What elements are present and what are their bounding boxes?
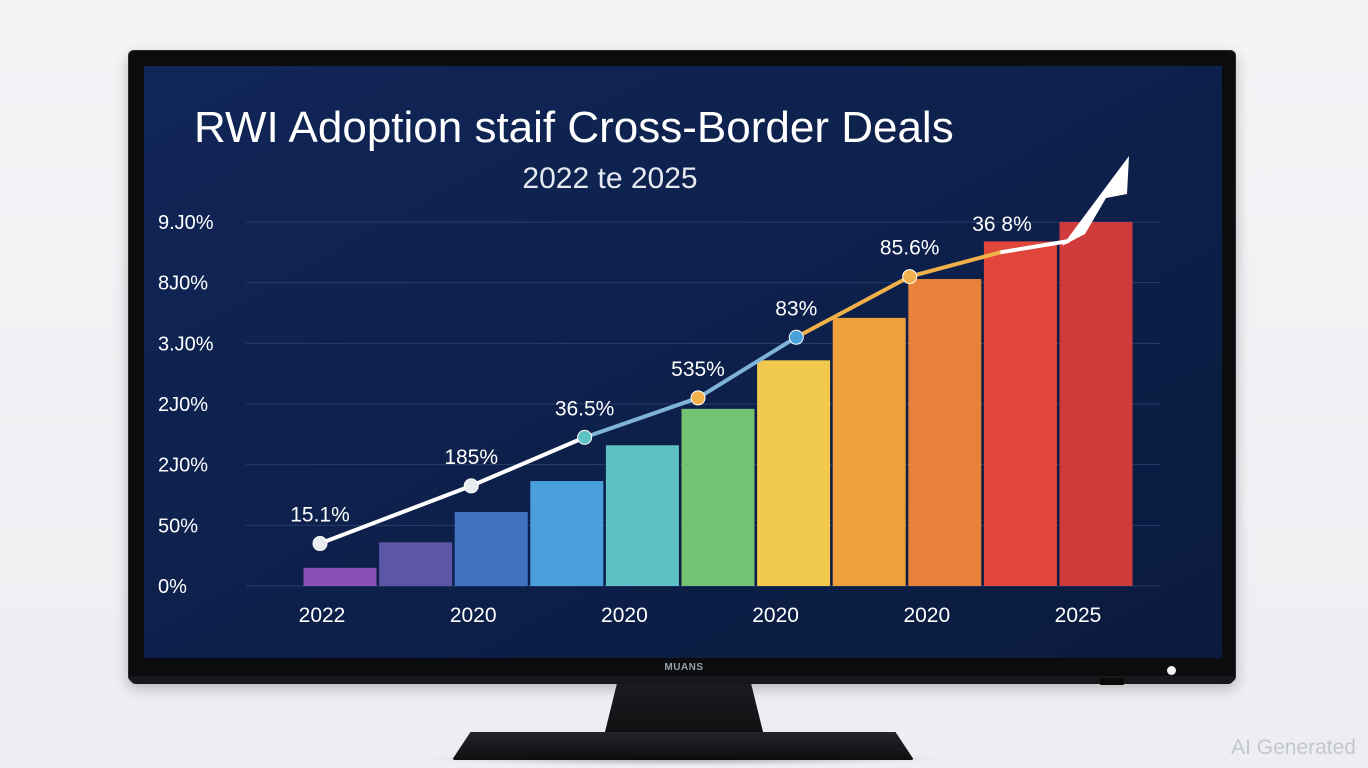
trend-point <box>902 269 918 285</box>
x-tick-label: 2022 <box>299 604 346 627</box>
bar <box>681 408 755 586</box>
trend-point <box>463 478 479 494</box>
stand-shadow <box>420 752 948 766</box>
x-axis-ticks: 2022 2020 2020 2020 2020 2025 <box>299 604 1102 627</box>
monitor-stand-base <box>452 732 914 760</box>
trend-point-label: 15.1% <box>290 504 350 527</box>
x-tick-label: 2020 <box>601 604 648 627</box>
trend-point-label: 535% <box>671 358 725 381</box>
bar <box>1059 222 1133 586</box>
chart-subtitle: 2022 te 2025 <box>522 162 697 195</box>
trend-line-segment <box>907 250 1003 279</box>
bar <box>832 317 906 586</box>
y-tick-label: 2J0% <box>158 455 208 477</box>
trend-point-label: 85.6% <box>880 237 940 260</box>
bar <box>379 542 453 586</box>
trend-point-label: 36.5% <box>555 397 615 420</box>
y-tick-label: 8J0% <box>158 273 208 295</box>
x-tick-label: 2020 <box>752 604 799 627</box>
chart: RWI Adoption staif Cross-Border Deals 20… <box>144 66 1222 658</box>
bar <box>530 481 604 586</box>
trend-arrow-icon <box>1062 156 1129 246</box>
trend-point <box>788 329 804 345</box>
power-led-icon <box>1167 666 1176 675</box>
trend-point-label: 83% <box>775 297 817 320</box>
trend-line: 15.1% 185% 36.5% 535% 83% 85.6% 36 8% <box>290 156 1129 552</box>
bar <box>454 511 528 586</box>
trend-point <box>312 536 328 552</box>
bars <box>303 222 1133 586</box>
x-tick-label: 2025 <box>1055 604 1102 627</box>
trend-line-segment <box>1000 239 1070 255</box>
watermark: AI Generated <box>1231 736 1356 759</box>
trend-point <box>690 390 706 406</box>
monitor-stand-neck <box>604 684 764 736</box>
bar <box>983 241 1057 586</box>
y-tick-label: 3.J0% <box>158 333 214 355</box>
x-tick-label: 2020 <box>903 604 950 627</box>
monitor-brand-label: MUANS <box>664 662 704 673</box>
y-tick-label: 9.J0% <box>158 212 214 234</box>
monitor-screen: RWI Adoption staif Cross-Border Deals 20… <box>144 66 1222 658</box>
trend-line-segment <box>794 274 912 340</box>
trend-point-label: 185% <box>444 446 498 469</box>
trend-line-segment <box>582 395 700 440</box>
y-axis-ticks: 0% 50% 2J0% 2J0% 3.J0% 8J0% 9.J0% <box>158 212 214 598</box>
y-tick-label: 0% <box>158 576 187 598</box>
x-tick-label: 2020 <box>450 604 497 627</box>
trend-line-segment <box>469 435 587 488</box>
y-tick-label: 2J0% <box>158 394 208 416</box>
chart-title: RWI Adoption staif Cross-Border Deals <box>194 103 954 152</box>
y-tick-label: 50% <box>158 515 198 537</box>
bar <box>757 360 831 586</box>
monitor-control-button[interactable] <box>1100 678 1124 685</box>
trend-line-segment <box>318 483 474 546</box>
bar <box>605 445 679 586</box>
trend-point <box>577 429 593 445</box>
bar <box>303 567 377 586</box>
trend-end-label: 36 8% <box>972 213 1032 236</box>
trend-line-segment <box>696 335 799 400</box>
bar <box>908 279 982 586</box>
monitor-bezel-bottom <box>130 676 1234 684</box>
